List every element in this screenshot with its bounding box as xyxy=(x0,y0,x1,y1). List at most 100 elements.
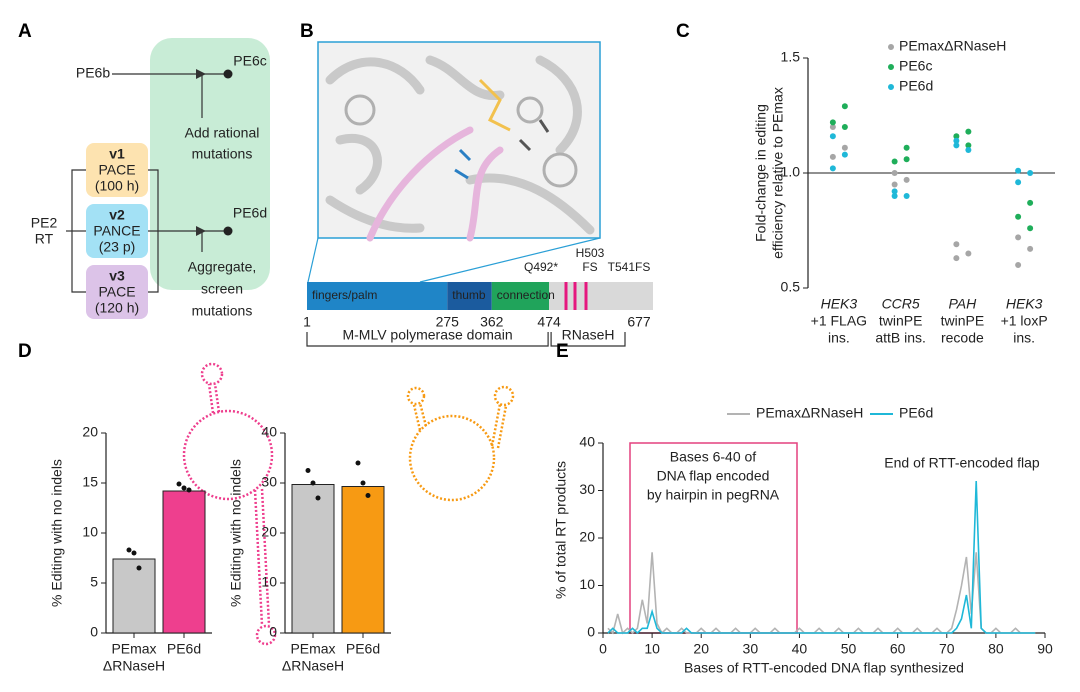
annotation: DNA flap encoded xyxy=(657,468,770,484)
replicate-point xyxy=(360,480,366,486)
x-tick-label: 10 xyxy=(644,641,660,657)
x-tick-label: HEK3 xyxy=(821,296,858,312)
panel-letter: A xyxy=(18,21,32,42)
variant-detail: PACE xyxy=(98,284,135,300)
legend-label: PEmaxΔRNaseH xyxy=(899,38,1006,54)
variant-box xyxy=(86,204,148,258)
data-point xyxy=(891,170,898,176)
y-tick-label: 1.5 xyxy=(781,49,801,65)
x-tick-label: 50 xyxy=(841,641,857,657)
y-tick-label: 0.5 xyxy=(781,279,801,295)
y-tick-label: 1.0 xyxy=(781,164,801,180)
data-point xyxy=(965,142,972,149)
variant-detail: PACE xyxy=(98,162,135,178)
data-point xyxy=(903,193,910,199)
data-point xyxy=(841,151,848,158)
data-point xyxy=(1015,167,1022,174)
region-bracket xyxy=(550,332,626,347)
data-point xyxy=(953,133,960,140)
region-label: M-MLV polymerase domain xyxy=(342,327,512,343)
data-point xyxy=(841,103,848,110)
data-point xyxy=(1015,262,1022,268)
data-point xyxy=(841,144,848,151)
y-tick-label: 30 xyxy=(579,481,595,497)
replicate-point xyxy=(181,485,187,491)
x-tick-label: twinPE xyxy=(879,313,923,329)
pegrna-hairpin xyxy=(406,385,515,502)
replicate-point xyxy=(365,493,371,498)
variant-box xyxy=(86,265,148,319)
annotation: by hairpin in pegRNA xyxy=(647,487,780,503)
data-point xyxy=(829,133,836,140)
x-tick-label: PEmax xyxy=(290,641,335,657)
residue-number: 677 xyxy=(627,314,651,330)
y-tick-label: 10 xyxy=(82,524,98,540)
y-tick-label: 20 xyxy=(579,529,595,545)
x-tick-label: PE6d xyxy=(167,641,201,657)
output-caption: Aggregate, xyxy=(188,259,257,275)
legend-label: PE6c xyxy=(899,58,932,74)
mutation-label: Q492* xyxy=(524,260,558,274)
arrowhead xyxy=(196,226,206,236)
y-axis-label: efficiency relative to PEmax xyxy=(770,87,786,259)
data-point xyxy=(903,156,910,163)
data-point xyxy=(953,241,960,248)
mutation-label: H503 xyxy=(576,246,605,260)
variant-name: v1 xyxy=(109,146,125,162)
legend-marker xyxy=(888,44,894,50)
data-point xyxy=(953,142,960,149)
x-tick-label: 20 xyxy=(693,641,709,657)
replicate-point xyxy=(355,460,361,466)
variant-detail: (100 h) xyxy=(95,178,139,194)
output-label: PE6d xyxy=(233,205,267,221)
annotation: Bases 6-40 of xyxy=(670,449,756,465)
data-point xyxy=(953,255,960,262)
replicate-point xyxy=(176,481,182,487)
legend-label: PE6d xyxy=(899,405,933,421)
bar xyxy=(291,484,335,634)
output-caption: mutations xyxy=(192,146,253,162)
domain-segment xyxy=(491,282,550,310)
replicate-point xyxy=(126,547,132,553)
y-tick-label: 10 xyxy=(579,576,595,592)
data-point xyxy=(829,165,836,172)
x-tick-label: 80 xyxy=(988,641,1004,657)
x-axis-label: Bases of RTT-encoded DNA flap synthesize… xyxy=(684,660,964,676)
residue-number: 362 xyxy=(480,314,504,330)
structure-image xyxy=(317,41,601,242)
replicate-point xyxy=(131,550,137,556)
data-line xyxy=(607,480,1036,635)
bar xyxy=(162,490,206,634)
variant-detail: (23 p) xyxy=(99,239,136,255)
x-tick-label: twinPE xyxy=(941,313,985,329)
y-axis-label: % Editing with no indels xyxy=(49,459,65,607)
start-label: RT xyxy=(35,231,54,247)
replicate-point xyxy=(315,495,321,501)
data-point xyxy=(829,119,836,126)
data-point xyxy=(841,124,848,130)
zoom-line xyxy=(307,237,319,283)
y-tick-label: 5 xyxy=(90,574,98,590)
data-point xyxy=(891,193,898,199)
data-point xyxy=(965,250,972,257)
data-point xyxy=(1015,179,1022,186)
data-point xyxy=(1027,199,1034,206)
variant-detail: (120 h) xyxy=(95,300,139,316)
panel-letter: B xyxy=(300,21,314,42)
y-axis-label: Fold-change in editing xyxy=(753,104,769,242)
data-point xyxy=(1027,245,1034,252)
x-tick-label: 40 xyxy=(792,641,808,657)
legend-label: PEmaxΔRNaseH xyxy=(756,405,863,421)
evolution-background xyxy=(150,38,270,290)
variant-name: v3 xyxy=(109,268,125,284)
data-point xyxy=(903,176,910,183)
data-point xyxy=(1015,213,1022,220)
x-tick-label: 60 xyxy=(890,641,906,657)
y-axis-label: % Editing with no indels xyxy=(228,459,244,607)
variant-detail: PANCE xyxy=(93,223,140,239)
y-tick-label: 20 xyxy=(261,524,277,540)
data-line xyxy=(607,552,1036,635)
data-point xyxy=(829,124,836,130)
x-tick-label: ΔRNaseH xyxy=(282,658,344,674)
zoom-line xyxy=(419,237,601,283)
